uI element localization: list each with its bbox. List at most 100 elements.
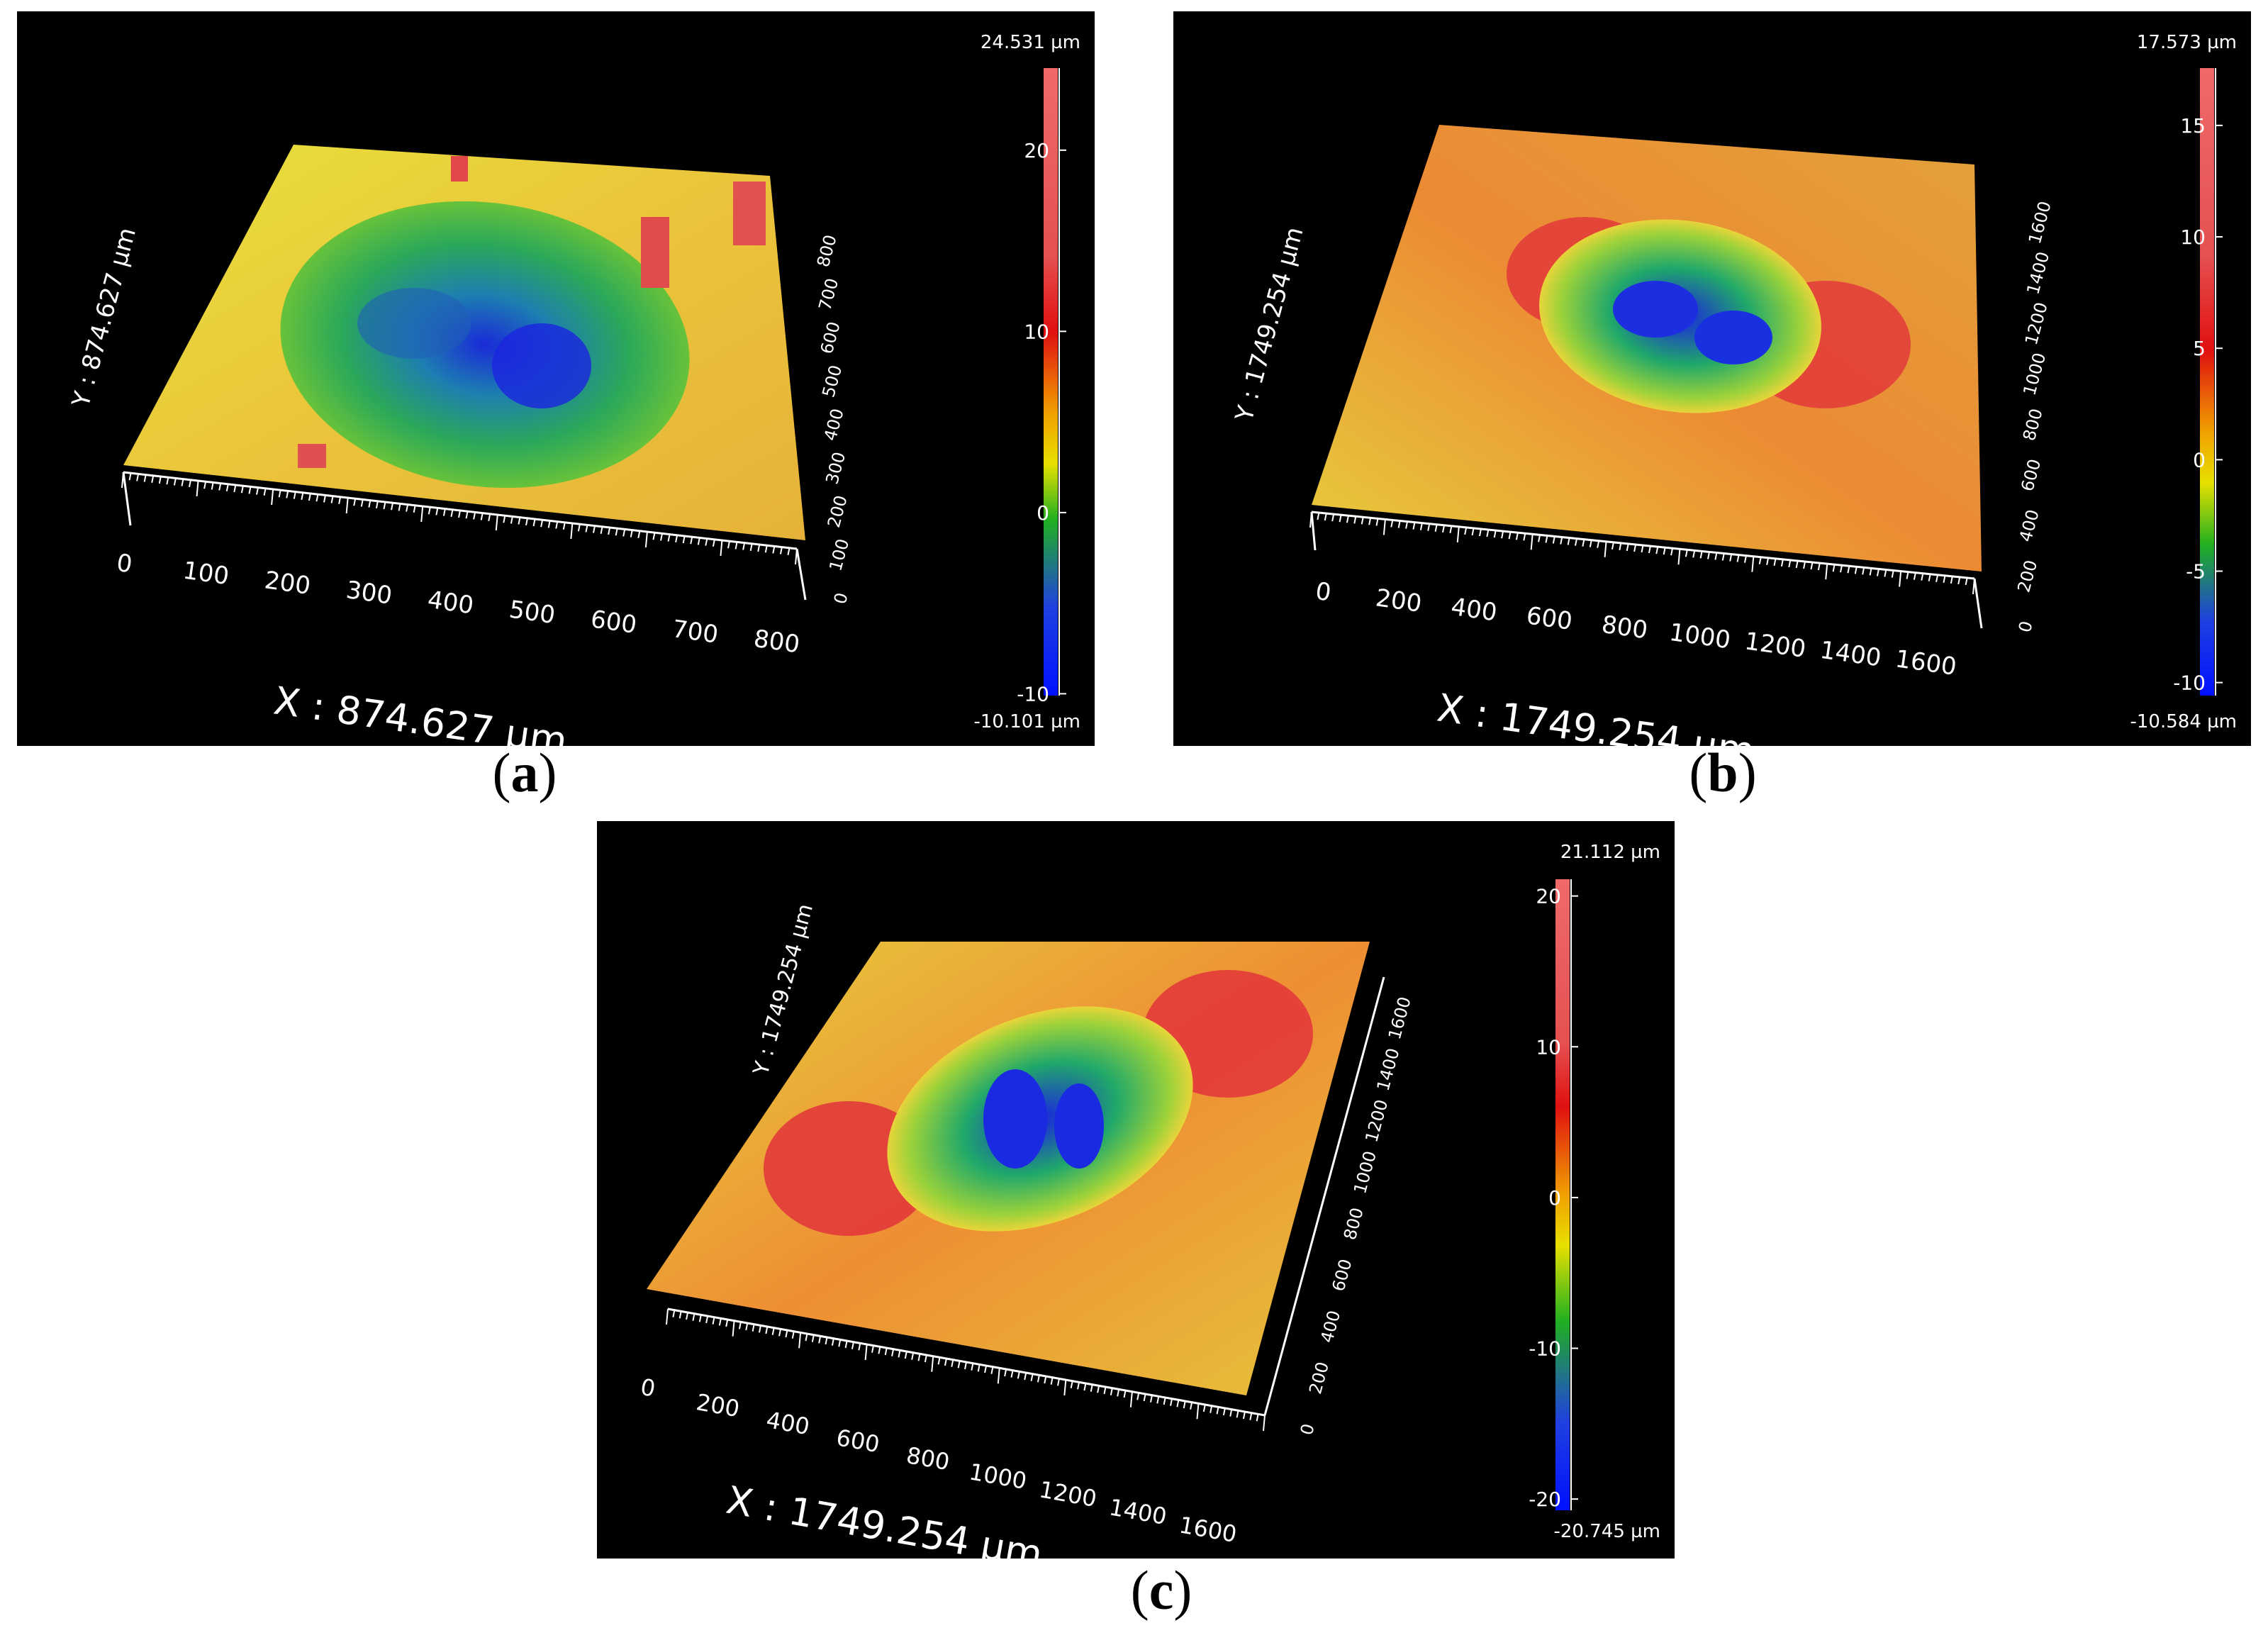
y-tick-label: 800 (2019, 406, 2047, 442)
x-tick-mark (1545, 535, 1548, 543)
x-tick-mark (1515, 533, 1519, 540)
x-tick-mark (1699, 551, 1703, 559)
x-tick-mark (734, 542, 738, 550)
x-tick-mark (1412, 522, 1416, 530)
x-tick-mark (1913, 572, 1916, 580)
x-tick-mark (1950, 576, 1953, 584)
y-tick-label: 1600 (2025, 199, 2055, 246)
x-tick-mark (1361, 517, 1364, 525)
x-tick-mark (1758, 557, 1762, 564)
x-tick-mark (630, 530, 633, 537)
x-tick-mark (562, 522, 566, 530)
caption-a: (a) (492, 742, 557, 803)
x-tick-mark (891, 1349, 895, 1356)
x-tick-mark (1077, 1382, 1080, 1390)
x-tick-mark (937, 1357, 941, 1365)
x-tick-mark (1780, 559, 1784, 567)
y-tick-label: 1200 (2021, 300, 2052, 347)
x-tick-mark (406, 504, 409, 512)
x-tick-mark (1030, 1373, 1034, 1381)
x-tick-mark (858, 1343, 861, 1351)
x-tick-mark (771, 1327, 775, 1335)
x-tick-mark (686, 1312, 689, 1320)
x-tick-mark (718, 1318, 722, 1326)
x-tick-mark (1202, 1404, 1206, 1412)
x-tick-mark (1156, 1396, 1160, 1404)
x-tick-mark (547, 520, 551, 528)
x-tick-mark (1149, 1395, 1153, 1403)
colorbar (1044, 68, 1058, 696)
x-tick-mark (608, 527, 611, 535)
colorbar-tick-label: 20 (1536, 885, 1561, 908)
colorbar-tick-label: -5 (2186, 559, 2206, 583)
x-tick-mark (495, 514, 498, 531)
panel-b: 0 200 400 600 800 1000 1200 1400 1600 0 200 400 600… (1173, 11, 2251, 746)
x-tick-mark (173, 478, 177, 486)
x-tick-mark (1508, 532, 1512, 540)
x-tick-mark (997, 1368, 1000, 1384)
x-tick-label: 400 (764, 1406, 812, 1440)
x-tick-label: 200 (263, 566, 313, 601)
x-tick-mark (338, 496, 342, 504)
y-tick-label: 1400 (2023, 250, 2053, 296)
x-tick-mark (1017, 1371, 1020, 1379)
x-tick-mark (864, 1344, 868, 1361)
x-tick-label: 1000 (1668, 618, 1732, 655)
x-tick-mark (1538, 535, 1541, 542)
x-tick-mark (1567, 537, 1570, 545)
x-tick-label: 100 (181, 557, 231, 591)
colorbar-tick-label: -20 (1529, 1488, 1561, 1511)
x-tick-mark (1434, 524, 1438, 532)
y-tick-label: 500 (818, 363, 846, 399)
x-tick-mark (1597, 540, 1600, 548)
x-tick-mark (532, 518, 536, 527)
x-tick-mark (203, 481, 207, 489)
x-tick-mark (1921, 573, 1924, 581)
x-tick-mark (725, 1319, 729, 1327)
x-tick-mark (1117, 1389, 1120, 1397)
x-tick-mark (1196, 1403, 1200, 1420)
x-tick-mark (838, 1339, 842, 1347)
x-tick-mark (898, 1350, 901, 1358)
colorbar-tick-label: 0 (1548, 1186, 1561, 1210)
x-tick-mark (1097, 1386, 1100, 1393)
x-tick-mark (1216, 1407, 1219, 1415)
x-tick-mark (1729, 554, 1733, 562)
colorbar-max-label: 17.573 µm (2137, 32, 2237, 53)
x-tick-mark (1331, 513, 1335, 522)
x-tick-mark (1478, 528, 1482, 537)
y-tick-label: 200 (824, 494, 851, 530)
x-tick-mark (1263, 1415, 1266, 1432)
x-tick-mark (1641, 545, 1644, 553)
x-tick-mark (1575, 538, 1577, 546)
x-tick-mark (1795, 560, 1799, 569)
x-tick-mark (136, 474, 140, 481)
colorbar-tick-label: 20 (1024, 139, 1049, 162)
x-tick-label: 200 (1374, 584, 1424, 618)
x-tick-mark (428, 507, 431, 515)
x-tick-mark (420, 506, 424, 523)
x-tick-mark (742, 542, 746, 550)
x-tick-mark (1714, 552, 1718, 560)
x-tick-label: 1600 (1178, 1511, 1239, 1548)
x-tick-mark (1136, 1393, 1140, 1400)
x-tick-mark (675, 535, 678, 542)
x-tick-mark (622, 529, 626, 537)
colorbar-max-label: 21.112 µm (1560, 842, 1660, 863)
x-tick-mark (1070, 1381, 1073, 1388)
x-tick-mark (1972, 578, 1975, 595)
colorbar-min-label: -10.101 µm (974, 711, 1081, 732)
crater-pit (280, 201, 690, 489)
x-tick-mark (1309, 511, 1312, 528)
x-tick-mark (1743, 555, 1747, 563)
x-tick-mark (878, 1347, 881, 1354)
x-tick-mark (189, 479, 191, 487)
x-tick-mark (1884, 569, 1887, 577)
colorbar-tick-label: 0 (1037, 501, 1049, 525)
x-tick-mark (1766, 557, 1770, 565)
x-tick-label: 300 (345, 576, 394, 610)
x-tick-mark (1847, 566, 1850, 574)
x-tick-mark (825, 1337, 828, 1345)
y-tick-label: 800 (813, 233, 841, 269)
x-tick-mark (977, 1364, 981, 1372)
